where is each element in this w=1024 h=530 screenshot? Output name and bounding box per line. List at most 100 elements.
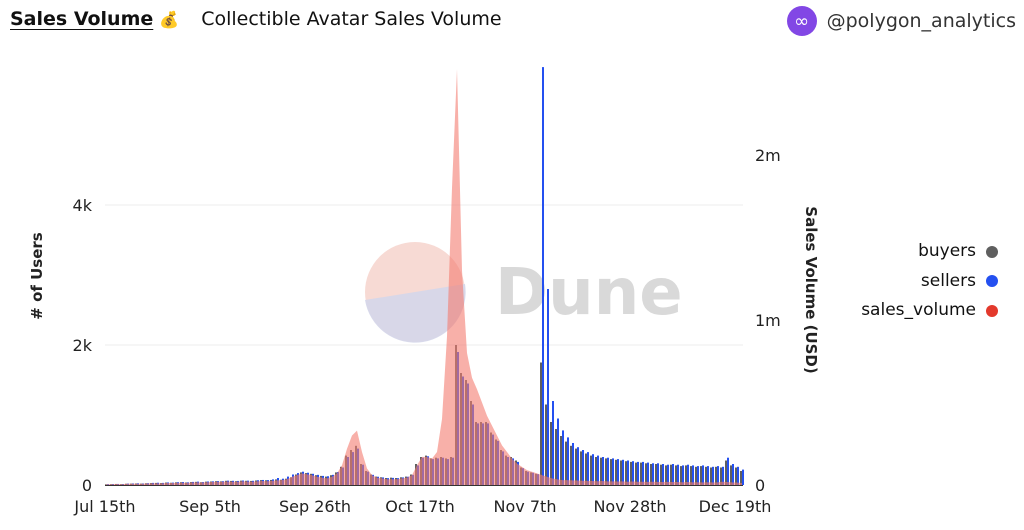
legend-item-buyers[interactable]: buyers bbox=[861, 237, 998, 267]
sellers-bar bbox=[602, 457, 604, 485]
sellers-bar bbox=[582, 450, 584, 485]
sellers-bar bbox=[607, 457, 609, 485]
buyers-bar bbox=[690, 466, 692, 485]
legend-label: sellers bbox=[920, 270, 976, 291]
buyers-bar bbox=[730, 465, 732, 485]
buyers-bar bbox=[655, 464, 657, 485]
sellers-bar bbox=[542, 67, 544, 485]
query-title-link[interactable]: Sales Volume bbox=[10, 8, 154, 30]
sellers-bar bbox=[662, 464, 664, 485]
sellers-bar bbox=[677, 464, 679, 485]
buyers-bar bbox=[650, 464, 652, 485]
sellers-bar bbox=[722, 466, 724, 485]
legend-label: sales_volume bbox=[861, 300, 976, 320]
owner-link[interactable]: ∞ @polygon_analytics bbox=[786, 6, 1016, 36]
buyers-bar bbox=[700, 466, 702, 485]
buyers-bar bbox=[640, 462, 642, 485]
buyers-bar bbox=[560, 436, 562, 485]
x-tick-label: Dec 19th bbox=[699, 497, 772, 516]
buyers-bar bbox=[585, 453, 587, 485]
sellers-bar bbox=[572, 443, 574, 485]
sellers-bar bbox=[617, 459, 619, 485]
buyers-bar bbox=[540, 362, 542, 485]
y2-tick-label: 1m bbox=[755, 311, 781, 330]
sellers-bar bbox=[547, 289, 549, 485]
buyers-bar bbox=[580, 451, 582, 485]
buyers-bar bbox=[610, 459, 612, 485]
sellers-bar bbox=[732, 464, 734, 485]
buyers-bar bbox=[635, 462, 637, 485]
buyers-bar bbox=[570, 445, 572, 485]
buyers-bar bbox=[675, 465, 677, 485]
buyers-bar bbox=[630, 461, 632, 485]
sellers-bar bbox=[717, 466, 719, 485]
buyers-bar bbox=[720, 467, 722, 485]
buyers-bar bbox=[605, 458, 607, 485]
sellers-bar bbox=[737, 466, 739, 485]
sellers-bar bbox=[587, 452, 589, 485]
sellers-bar bbox=[552, 401, 554, 485]
sellers-bar bbox=[712, 466, 714, 485]
y2-tick-label: 2m bbox=[755, 146, 781, 165]
sellers-bar bbox=[557, 418, 559, 485]
legend-label: buyers bbox=[918, 241, 976, 261]
y-tick-label: 2k bbox=[73, 336, 93, 355]
sellers-bar bbox=[657, 463, 659, 485]
buyers-bar bbox=[705, 466, 707, 485]
x-tick-label: Sep 5th bbox=[179, 497, 241, 516]
legend-item-sellers[interactable]: sellers bbox=[861, 267, 998, 297]
buyers-bar bbox=[590, 455, 592, 485]
sellers-bar bbox=[667, 464, 669, 485]
buyers-bar bbox=[715, 466, 717, 485]
legend-dot bbox=[986, 245, 998, 258]
legend-item-sales-volume[interactable]: sales_volume bbox=[861, 296, 998, 326]
sellers-bar bbox=[682, 465, 684, 485]
y2-axis-title: Sales Volume (USD) bbox=[802, 206, 820, 373]
x-tick-label: Jul 15th bbox=[73, 497, 135, 516]
sellers-bar bbox=[567, 437, 569, 485]
buyers-bar bbox=[665, 465, 667, 485]
buyers-bar bbox=[565, 441, 567, 485]
legend-dot bbox=[986, 304, 998, 317]
sellers-bar bbox=[592, 454, 594, 485]
sellers-bar bbox=[597, 455, 599, 485]
sellers-bar bbox=[627, 460, 629, 485]
buyers-bar bbox=[735, 467, 737, 485]
buyers-bar bbox=[600, 457, 602, 485]
dune-watermark: Dune bbox=[365, 242, 683, 343]
buyers-bar bbox=[685, 465, 687, 485]
buyers-bar bbox=[645, 463, 647, 485]
polygon-logo-icon: ∞ bbox=[786, 6, 817, 36]
buyers-bar bbox=[680, 466, 682, 485]
sellers-bar bbox=[687, 464, 689, 485]
sellers-bar bbox=[707, 466, 709, 485]
buyers-bar bbox=[725, 460, 727, 485]
buyers-bar bbox=[660, 464, 662, 485]
sellers-bar bbox=[562, 430, 564, 485]
chart-header: Sales Volume 💰 Collectible Avatar Sales … bbox=[10, 8, 502, 30]
sellers-bar bbox=[692, 465, 694, 485]
sellers-bar bbox=[647, 462, 649, 485]
sellers-bar bbox=[742, 469, 744, 485]
y-tick-label: 4k bbox=[73, 196, 93, 215]
buyers-bar bbox=[710, 467, 712, 485]
buyers-bar bbox=[575, 448, 577, 485]
sellers-bar bbox=[652, 463, 654, 485]
owner-name: @polygon_analytics bbox=[826, 10, 1016, 32]
sellers-bar bbox=[697, 466, 699, 485]
buyers-bar bbox=[555, 429, 557, 485]
buyers-bar bbox=[595, 457, 597, 485]
chart-legend: buyers sellers sales_volume bbox=[861, 237, 998, 326]
sellers-bar bbox=[672, 464, 674, 485]
x-tick-label: Nov 28th bbox=[593, 497, 666, 516]
y-tick-label: 0 bbox=[82, 476, 92, 495]
sellers-bar bbox=[622, 459, 624, 485]
sellers-bar bbox=[612, 458, 614, 485]
buyers-bar bbox=[620, 460, 622, 485]
x-tick-label: Nov 7th bbox=[494, 497, 557, 516]
sellers-bar bbox=[642, 461, 644, 485]
x-tick-label: Sep 26th bbox=[279, 497, 351, 516]
buyers-bar bbox=[615, 459, 617, 485]
buyers-bar bbox=[550, 422, 552, 485]
